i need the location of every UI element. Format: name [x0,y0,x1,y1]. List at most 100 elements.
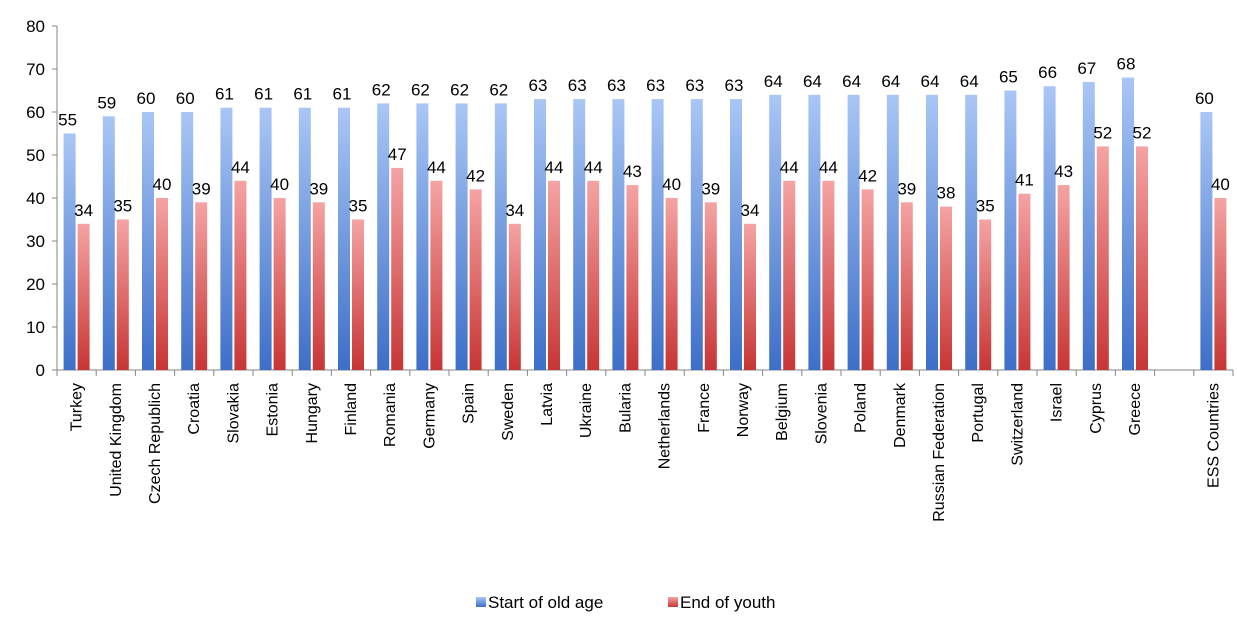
y-tick-label: 40 [26,189,45,208]
category-label: France [696,383,713,433]
category-label: ESS Countries [1205,383,1222,488]
bar-end-of-youth [234,180,247,370]
data-label-start-of-old-age: 61 [333,85,352,104]
bar-start-of-old-age [1200,112,1213,370]
category-label: Romania [382,383,399,447]
bar-end-of-youth [587,180,600,370]
data-label-end-of-youth: 39 [192,179,211,198]
category-label: Czech Republich [147,383,164,504]
data-label-start-of-old-age: 60 [176,89,195,108]
legend-swatch [476,597,486,607]
y-tick-label: 20 [26,275,45,294]
data-label-start-of-old-age: 64 [803,72,822,91]
data-label-end-of-youth: 34 [505,201,524,220]
category-label: Finland [343,383,360,435]
bar-end-of-youth [508,223,521,370]
data-label-start-of-old-age: 67 [1077,59,1096,78]
category-label: Russian Federation [931,383,948,522]
category-label: Cyprus [1088,383,1105,434]
category-label: Croatia [186,383,203,435]
data-label-start-of-old-age: 65 [999,68,1018,87]
data-label-start-of-old-age: 63 [568,76,587,95]
bar-end-of-youth [469,189,482,370]
data-label-end-of-youth: 43 [623,162,642,181]
bar-start-of-old-age [534,99,546,370]
category-label: Hungary [304,383,321,443]
data-label-end-of-youth: 40 [1211,175,1230,194]
bar-end-of-youth [861,189,874,370]
data-label-start-of-old-age: 55 [58,111,77,130]
legend-label: End of youth [680,593,775,612]
data-label-end-of-youth: 44 [584,158,603,177]
data-label-start-of-old-age: 62 [411,80,430,99]
bar-end-of-youth [822,180,835,370]
data-label-start-of-old-age: 63 [725,76,744,95]
bar-end-of-youth [704,202,717,370]
bar-end-of-youth [626,185,639,370]
data-label-start-of-old-age: 59 [97,93,116,112]
y-tick-label: 50 [26,146,45,165]
data-label-start-of-old-age: 64 [960,72,979,91]
category-label: Belgium [774,383,791,441]
bar-end-of-youth [312,202,325,370]
data-label-end-of-youth: 39 [309,179,328,198]
data-label-end-of-youth: 52 [1093,123,1112,142]
y-tick-label: 80 [26,17,45,36]
data-label-start-of-old-age: 63 [685,76,704,95]
bar-start-of-old-age [1004,90,1017,370]
bar-start-of-old-age [142,112,154,370]
category-label: Norway [735,383,752,437]
category-label: Spain [461,383,478,424]
data-label-end-of-youth: 40 [270,175,289,194]
bar-end-of-youth [430,180,443,370]
data-label-end-of-youth: 41 [1015,171,1034,190]
data-label-start-of-old-age: 66 [1038,63,1057,82]
data-label-end-of-youth: 35 [113,197,132,216]
bar-start-of-old-age [847,94,860,371]
category-label: Turkey [69,383,86,431]
y-tick-label: 10 [26,318,45,337]
data-label-end-of-youth: 40 [662,175,681,194]
category-label: Slovenia [813,383,830,444]
data-label-end-of-youth: 52 [1133,123,1152,142]
bar-end-of-youth [352,219,364,370]
bar-start-of-old-age [63,133,76,370]
bar-end-of-youth [195,202,208,370]
bar-start-of-old-age [338,107,350,370]
data-label-end-of-youth: 38 [937,184,956,203]
category-label: United Kingdom [108,383,125,497]
category-label: Switzerland [1009,383,1026,466]
bar-start-of-old-age [769,94,782,371]
category-label: Bularia [617,383,634,433]
bar-end-of-youth [548,180,560,370]
data-label-end-of-youth: 35 [349,197,368,216]
category-label: Denmark [892,382,909,448]
bar-end-of-youth [273,198,286,370]
data-label-start-of-old-age: 68 [1117,55,1136,74]
category-label: Poland [853,383,870,433]
data-label-end-of-youth: 44 [819,158,838,177]
y-tick-label: 70 [26,60,45,79]
bar-start-of-old-age [102,116,115,370]
category-label: Sweden [500,383,517,441]
bar-start-of-old-age [377,103,390,371]
axes: 0 10 20 30 40 50 60 70 80 [26,17,1234,380]
bar-start-of-old-age [926,94,938,371]
data-label-start-of-old-age: 63 [607,76,626,95]
bar-end-of-youth [900,202,913,370]
bar-start-of-old-age [298,107,311,370]
bar-end-of-youth [979,219,992,370]
bar-start-of-old-age [612,99,625,370]
bar-start-of-old-age [416,103,429,371]
bar-end-of-youth [665,198,678,370]
y-tick-label: 30 [26,232,45,251]
data-label-end-of-youth: 44 [780,158,799,177]
bar-start-of-old-age [181,112,194,370]
category-labels: Turkey United Kingdom Czech Republich Croat… [69,382,1223,522]
data-label-end-of-youth: 44 [231,158,250,177]
bar-start-of-old-age [1122,77,1134,370]
data-label-end-of-youth: 34 [74,201,93,220]
bar-start-of-old-age [259,107,272,370]
